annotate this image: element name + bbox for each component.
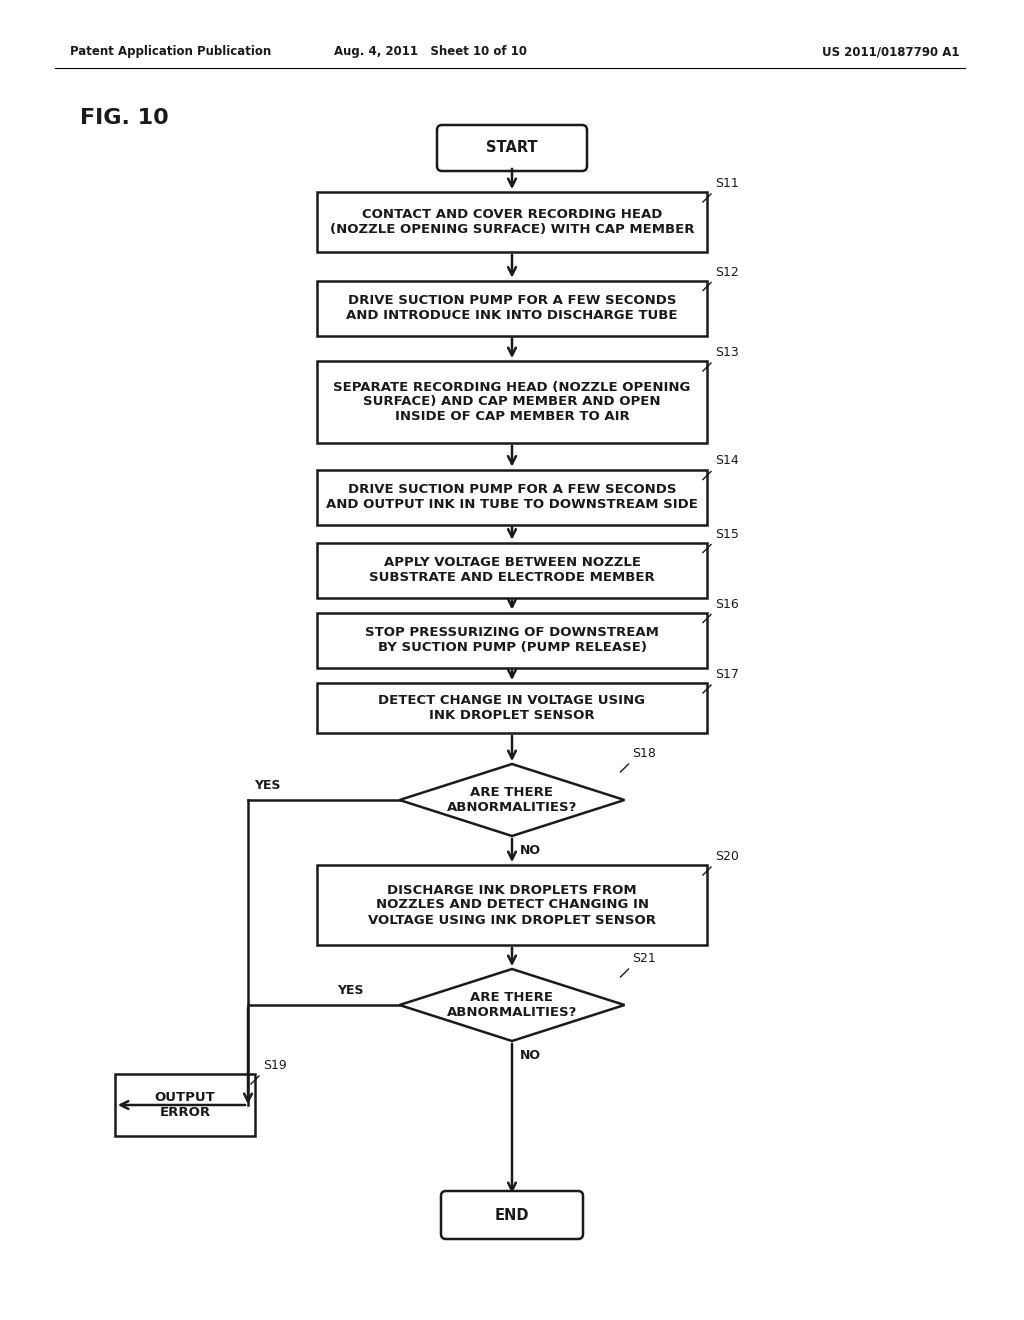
Polygon shape	[399, 969, 625, 1041]
Text: DRIVE SUCTION PUMP FOR A FEW SECONDS
AND OUTPUT INK IN TUBE TO DOWNSTREAM SIDE: DRIVE SUCTION PUMP FOR A FEW SECONDS AND…	[326, 483, 698, 511]
Text: S11: S11	[715, 177, 738, 190]
Text: S21: S21	[633, 952, 656, 965]
Bar	[115, 1074, 255, 1137]
Text: STOP PRESSURIZING OF DOWNSTREAM
BY SUCTION PUMP (PUMP RELEASE): STOP PRESSURIZING OF DOWNSTREAM BY SUCTI…	[366, 626, 658, 653]
Text: S13: S13	[715, 346, 738, 359]
Text: ARE THERE
ABNORMALITIES?: ARE THERE ABNORMALITIES?	[446, 785, 578, 814]
Text: S14: S14	[715, 454, 738, 467]
Text: YES: YES	[254, 779, 281, 792]
Bar	[317, 865, 707, 945]
Text: S15: S15	[715, 528, 739, 540]
Text: NO: NO	[520, 843, 541, 857]
Bar	[317, 360, 707, 444]
Text: S12: S12	[715, 265, 738, 279]
Text: START: START	[486, 140, 538, 156]
Text: S20: S20	[715, 850, 739, 863]
Text: YES: YES	[338, 983, 364, 997]
Text: DETECT CHANGE IN VOLTAGE USING
INK DROPLET SENSOR: DETECT CHANGE IN VOLTAGE USING INK DROPL…	[379, 694, 645, 722]
FancyBboxPatch shape	[441, 1191, 583, 1239]
Text: Patent Application Publication: Patent Application Publication	[70, 45, 271, 58]
Text: SEPARATE RECORDING HEAD (NOZZLE OPENING
SURFACE) AND CAP MEMBER AND OPEN
INSIDE : SEPARATE RECORDING HEAD (NOZZLE OPENING …	[334, 380, 690, 424]
Bar	[317, 470, 707, 524]
Text: CONTACT AND COVER RECORDING HEAD
(NOZZLE OPENING SURFACE) WITH CAP MEMBER: CONTACT AND COVER RECORDING HEAD (NOZZLE…	[330, 209, 694, 236]
Text: NO: NO	[520, 1049, 541, 1063]
Bar	[317, 543, 707, 598]
Bar	[317, 612, 707, 668]
Bar	[317, 281, 707, 335]
Text: DISCHARGE INK DROPLETS FROM
NOZZLES AND DETECT CHANGING IN
VOLTAGE USING INK DRO: DISCHARGE INK DROPLETS FROM NOZZLES AND …	[368, 883, 656, 927]
Text: END: END	[495, 1208, 529, 1222]
Text: Aug. 4, 2011   Sheet 10 of 10: Aug. 4, 2011 Sheet 10 of 10	[334, 45, 526, 58]
Polygon shape	[399, 764, 625, 836]
Text: APPLY VOLTAGE BETWEEN NOZZLE
SUBSTRATE AND ELECTRODE MEMBER: APPLY VOLTAGE BETWEEN NOZZLE SUBSTRATE A…	[369, 556, 655, 583]
Text: S18: S18	[633, 747, 656, 760]
Text: DRIVE SUCTION PUMP FOR A FEW SECONDS
AND INTRODUCE INK INTO DISCHARGE TUBE: DRIVE SUCTION PUMP FOR A FEW SECONDS AND…	[346, 294, 678, 322]
Bar	[317, 191, 707, 252]
Text: US 2011/0187790 A1: US 2011/0187790 A1	[822, 45, 961, 58]
Text: S16: S16	[715, 598, 738, 610]
Text: OUTPUT
ERROR: OUTPUT ERROR	[155, 1092, 215, 1119]
Text: FIG. 10: FIG. 10	[80, 108, 169, 128]
Text: S19: S19	[263, 1059, 287, 1072]
Bar	[317, 682, 707, 733]
Text: ARE THERE
ABNORMALITIES?: ARE THERE ABNORMALITIES?	[446, 991, 578, 1019]
FancyBboxPatch shape	[437, 125, 587, 172]
Text: S17: S17	[715, 668, 739, 681]
